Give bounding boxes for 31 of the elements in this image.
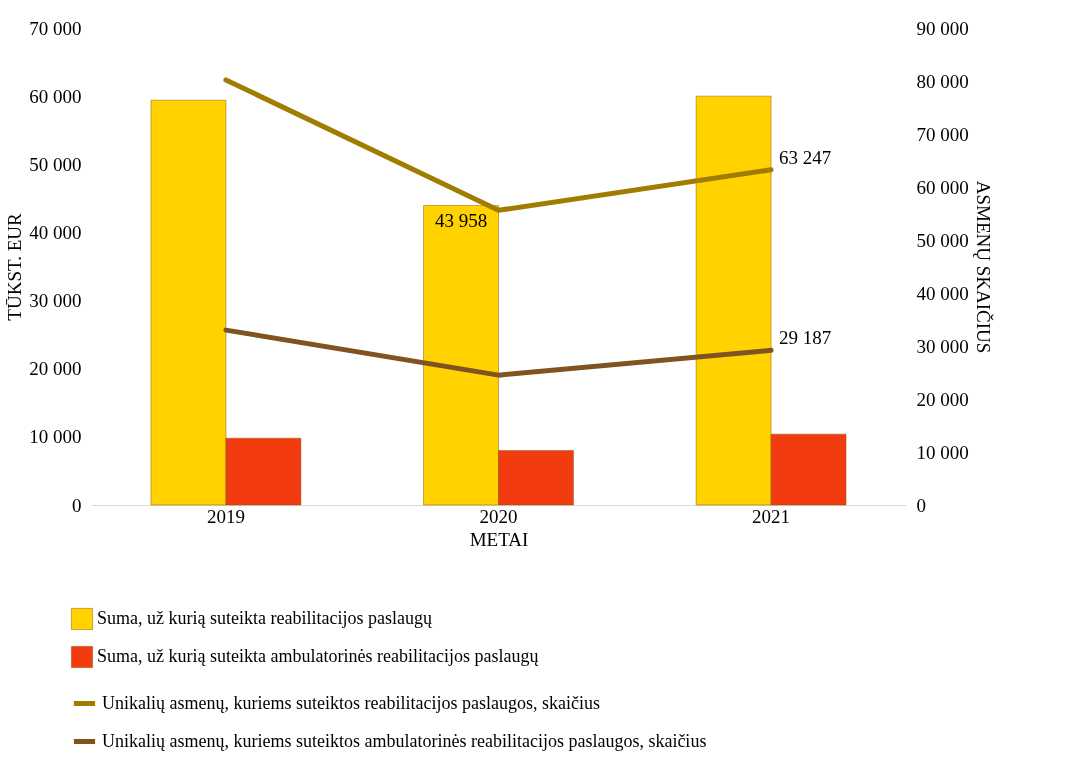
y-tick-label: 40 000 [29, 221, 82, 243]
data-label: 43 958 [434, 210, 488, 232]
x-tick-label: 2021 [752, 505, 791, 527]
y-tick-label: 10 000 [29, 426, 82, 448]
y-tick-label: 70 000 [29, 17, 82, 39]
x-tick-label: 2020 [479, 505, 518, 527]
legend-label: Unikalių asmenų, kuriems suteiktos reabilitacijos paslaugos, skaičius [102, 692, 600, 713]
y-axis-title: TŪKST. EUR [4, 213, 26, 321]
y2-tick-label: 60 000 [916, 176, 969, 198]
x-axis-title: METAI [469, 528, 529, 550]
y-tick-label: 20 000 [29, 358, 82, 380]
y2-tick-label: 10 000 [916, 441, 969, 463]
y2-tick-label: 0 [916, 494, 926, 516]
y-tick-label: 60 000 [29, 85, 82, 107]
legend-label: Suma, už kurią suteikta ambulatorinės reabilitacijos paslaugų [97, 646, 540, 666]
y2-tick-label: 30 000 [916, 335, 969, 357]
y2-tick-label: 50 000 [916, 229, 969, 251]
legend-label: Suma, už kurią suteikta reabilitacijos paslaugų [97, 608, 433, 628]
y2-tick-label: 90 000 [916, 17, 969, 39]
data-label: 29 187 [779, 327, 832, 349]
y2-tick-label: 40 000 [916, 282, 969, 304]
legend-label: Unikalių asmenų, kuriems suteiktos ambulatorinės reabilitacijos paslaugos, skaičius [102, 730, 707, 751]
y-tick-label: 30 000 [29, 290, 82, 312]
x-tick-label: 2019 [206, 505, 245, 527]
data-label: 63 247 [779, 146, 832, 168]
y2-tick-label: 20 000 [916, 388, 969, 410]
y2-axis-title: ASMENŲ SKAIČIUS [972, 180, 994, 354]
y-tick-label: 50 000 [29, 153, 82, 175]
y2-tick-label: 80 000 [916, 70, 969, 92]
y2-tick-label: 70 000 [916, 123, 969, 145]
y-tick-label: 0 [72, 494, 82, 516]
